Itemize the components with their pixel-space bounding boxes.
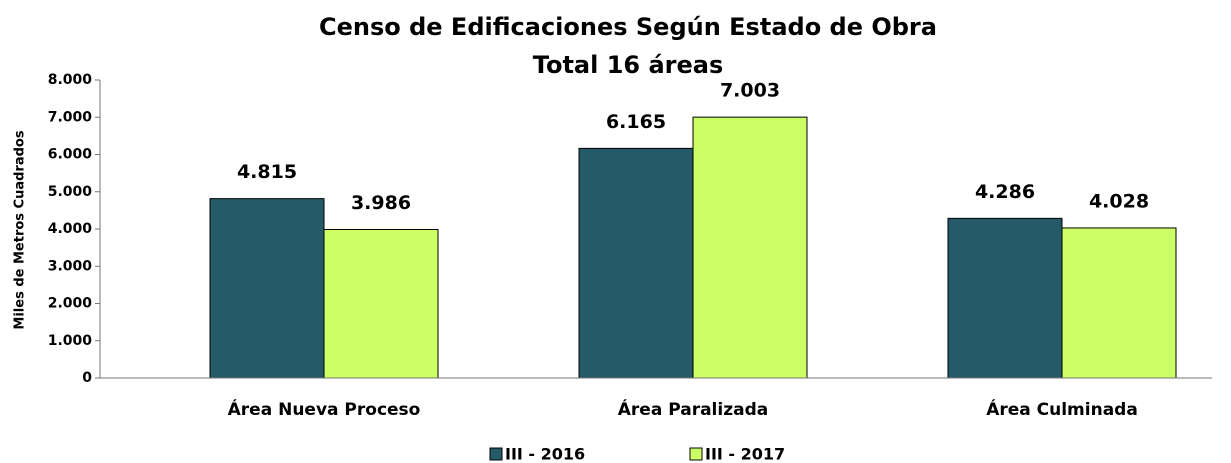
bar [692,116,808,379]
y-tick-label: 3.000 [48,258,93,274]
y-tick-label: 7.000 [48,109,93,125]
x-tick-label: Área Nueva Proceso [228,398,421,420]
y-tick-label: 5.000 [48,184,93,200]
value-label: 4.815 [237,161,297,183]
value-label: 4.286 [975,181,1035,203]
legend-swatch [689,447,703,461]
chart-title: Censo de Edificaciones Según Estado de O… [319,13,937,41]
value-label: 4.028 [1089,190,1149,212]
chart-subtitle: Total 16 áreas [533,51,723,79]
value-label: 3.986 [351,192,411,214]
bar [209,198,325,379]
value-label: 6.165 [606,111,666,133]
y-tick-label: 0 [82,370,92,386]
y-axis-label: Miles de Metros Cuadrados [13,130,28,329]
x-tick-label: Área Paralizada [618,398,768,420]
legend-label: III - 2017 [705,445,785,463]
y-tick-label: 6.000 [48,147,93,163]
bar [1061,227,1177,379]
value-label: 7.003 [720,80,780,102]
y-tick-label: 8.000 [48,72,93,88]
bar [323,229,439,379]
y-tick-label: 1.000 [48,333,93,349]
legend-label: III - 2016 [505,445,585,463]
y-tick-label: 4.000 [48,221,93,237]
y-tick-label: 2.000 [48,296,93,312]
x-tick-label: Área Culminada [986,398,1138,420]
bar [947,217,1063,379]
bar [578,147,694,379]
legend-swatch [489,447,503,461]
